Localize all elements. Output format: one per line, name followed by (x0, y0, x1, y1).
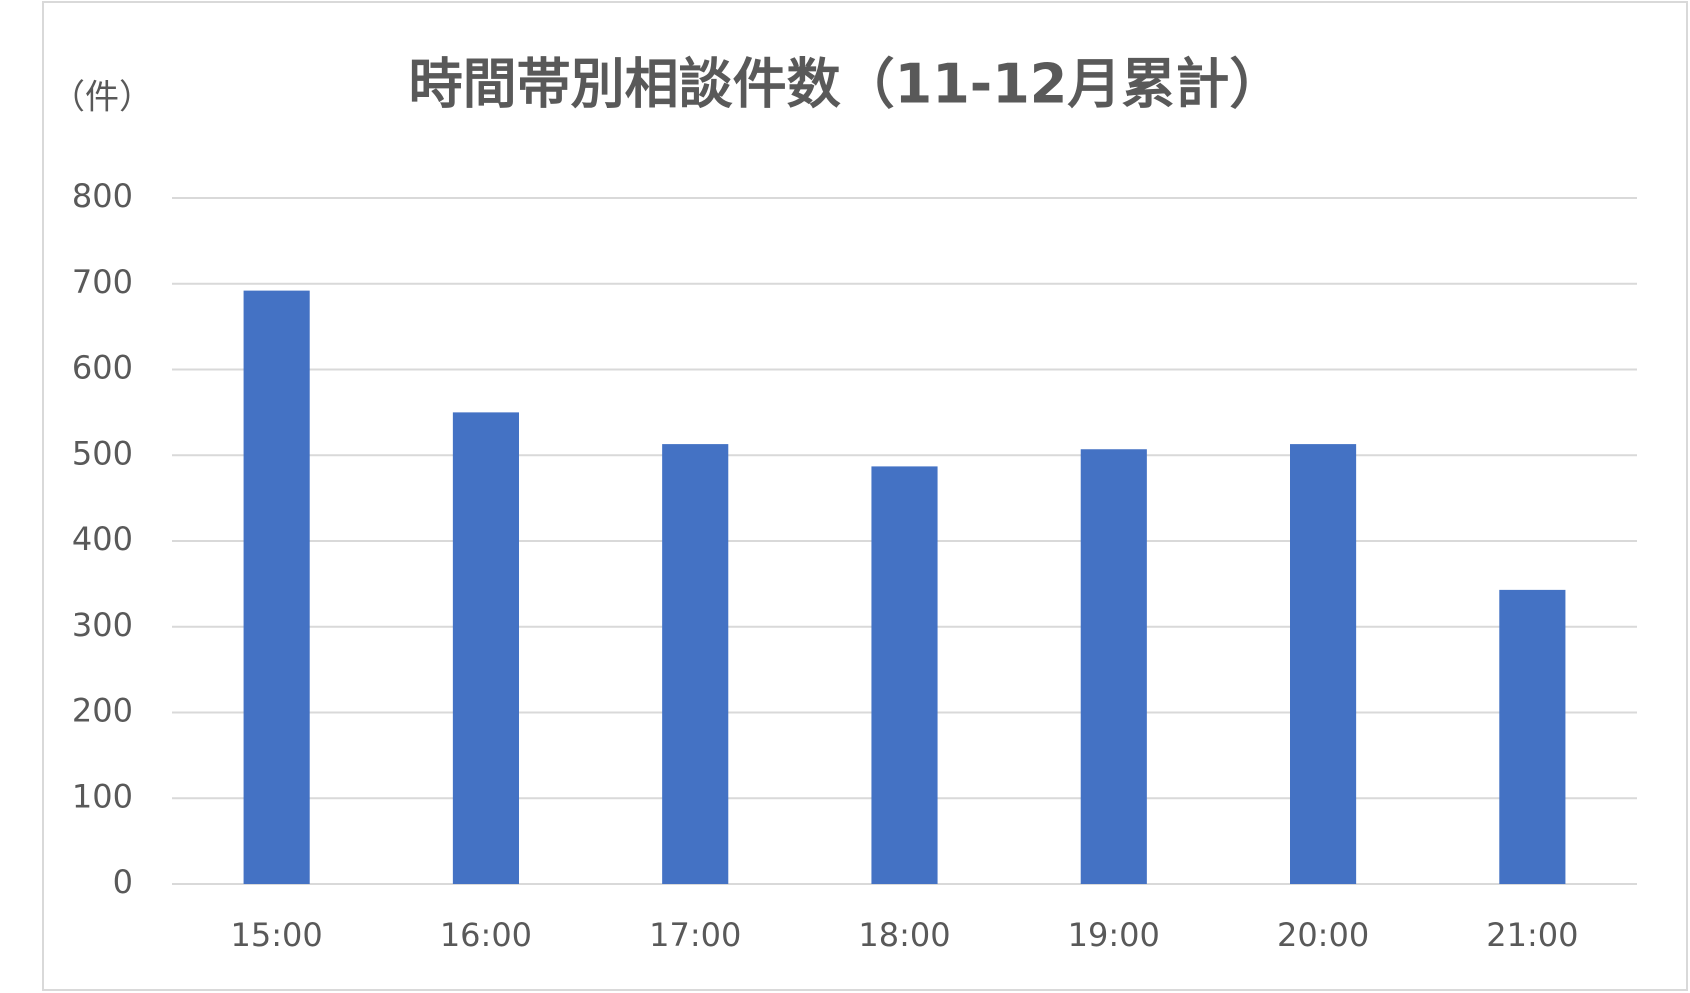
y-tick-label: 100 (72, 777, 133, 815)
y-tick-label: 700 (72, 263, 133, 301)
bar (871, 466, 938, 884)
x-tick-label: 21:00 (1486, 916, 1578, 954)
chart-border (42, 1, 1688, 991)
x-tick-label: 17:00 (649, 916, 741, 954)
chart-title: 時間帯別相談件数（11-12月累計） (409, 53, 1284, 116)
x-tick-label: 18:00 (858, 916, 950, 954)
y-tick-label: 0 (113, 863, 133, 901)
bar (452, 412, 519, 884)
bar (1499, 589, 1566, 884)
y-tick-label: 300 (72, 606, 133, 644)
x-tick-label: 16:00 (440, 916, 532, 954)
y-axis-label: （件） (51, 78, 153, 118)
y-tick-label: 800 (72, 177, 133, 215)
bar (1290, 444, 1357, 884)
y-tick-label: 200 (72, 692, 133, 730)
bar (243, 290, 310, 884)
y-tick-label: 400 (72, 520, 133, 558)
x-tick-label: 19:00 (1068, 916, 1160, 954)
bar (662, 444, 729, 884)
bar (1080, 449, 1147, 884)
y-tick-label: 500 (72, 434, 133, 472)
x-tick-label: 20:00 (1277, 916, 1369, 954)
x-tick-label: 15:00 (231, 916, 323, 954)
y-tick-label: 600 (72, 349, 133, 387)
